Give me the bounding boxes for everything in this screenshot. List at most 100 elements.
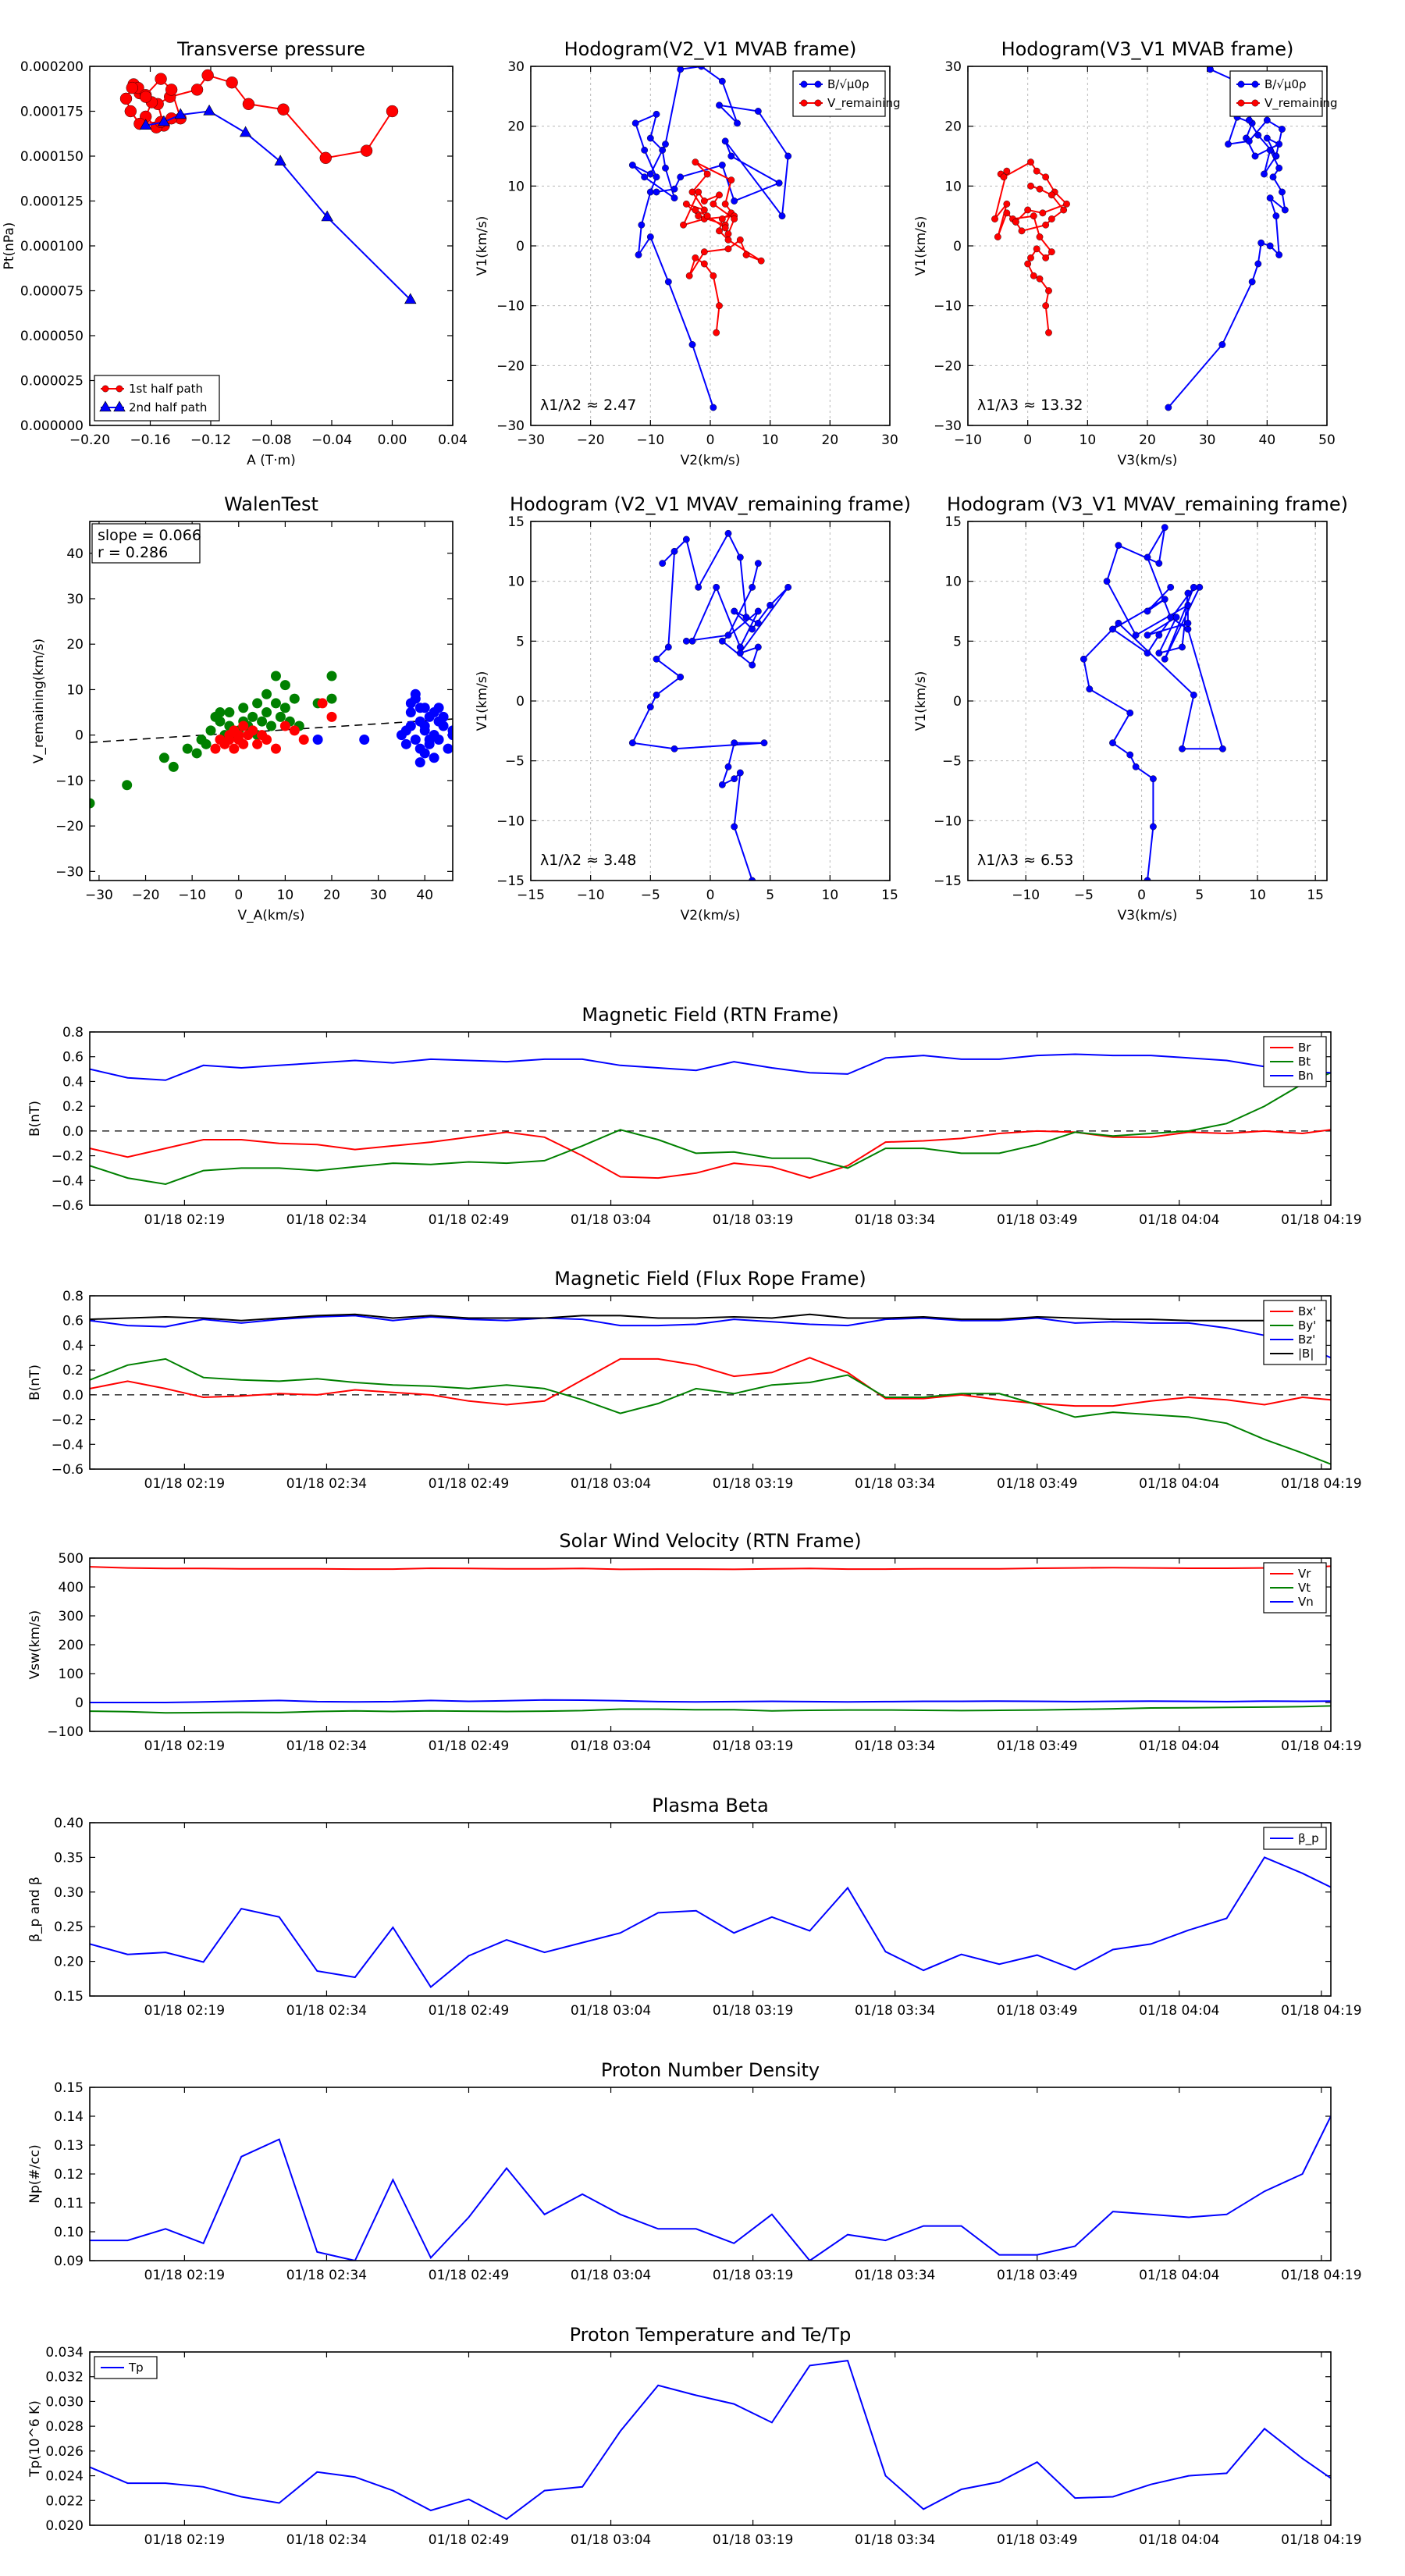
series-line-Bn: [90, 1053, 1331, 1081]
data-point: [1263, 134, 1271, 142]
data-point: [1144, 632, 1151, 639]
x-tick-label: 5: [766, 888, 774, 903]
y-tick-label: 0.2: [62, 1363, 84, 1379]
legend-label: Vt: [1298, 1581, 1311, 1595]
annotation-line: r = 0.286: [98, 544, 168, 561]
y-tick-label: 0: [953, 239, 962, 254]
data-point: [727, 152, 735, 160]
data-point: [731, 739, 738, 747]
data-point: [718, 781, 726, 788]
scatter-point-blue: [419, 748, 430, 759]
plot-area: [628, 66, 792, 411]
y-tick-label: −20: [55, 819, 84, 834]
axes-frame: [530, 66, 891, 426]
chart-hodogram_v2v1_mvab: Hodogram(V2_V1 MVAB frame) −30 −20 −10 0 10 20…: [475, 38, 901, 468]
legend-marker: [814, 80, 822, 88]
data-point: [1039, 209, 1047, 217]
scatter-point-red: [224, 734, 235, 745]
scatter-point-red: [252, 738, 263, 749]
x-tick-label: 01/18 04:19: [1281, 1738, 1361, 1754]
x-tick-label: −30: [85, 888, 113, 903]
data-point: [682, 200, 690, 208]
data-point: [721, 224, 729, 232]
x-tick-label: 0: [706, 432, 715, 448]
scatter-point-red: [247, 725, 258, 736]
data-point: [242, 98, 255, 111]
scatter-point-blue: [405, 698, 416, 709]
legend-marker: [800, 99, 808, 107]
y-tick-label: 30: [66, 592, 84, 607]
x-tick-label: 01/18 04:19: [1281, 2268, 1361, 2283]
data-point: [1275, 251, 1283, 258]
data-point: [1063, 200, 1070, 208]
x-tick-label: −20: [132, 888, 160, 903]
data-point: [731, 823, 738, 831]
y-tick-label: −0.6: [52, 1198, 84, 1214]
x-tick-label: 01/18 04:04: [1139, 2003, 1219, 2019]
legend-label: Bt: [1298, 1055, 1311, 1069]
data-point: [126, 81, 138, 94]
x-tick-label: −5: [1074, 888, 1094, 903]
x-tick-label: 01/18 03:49: [997, 2268, 1077, 2283]
y-tick-label: −0.4: [52, 1437, 84, 1453]
y-tick-label: 0.09: [54, 2254, 84, 2269]
scatter-point-blue: [414, 757, 425, 768]
series-line-Tp: [90, 2360, 1331, 2521]
data-point: [404, 293, 417, 304]
y-tick-label: 40: [66, 546, 84, 562]
x-tick-label: −0.20: [69, 432, 110, 448]
scatter-point-blue: [312, 734, 323, 745]
data-point: [731, 775, 738, 783]
data-point: [1184, 619, 1192, 627]
data-point: [736, 643, 744, 651]
y-tick-label: 0.13: [54, 2138, 84, 2154]
y-tick-label: 0.20: [54, 1955, 84, 1970]
x-tick-label: 01/18 03:49: [997, 2003, 1077, 2019]
scatter-point-blue: [447, 725, 453, 736]
data-point: [754, 108, 762, 115]
data-point: [736, 236, 744, 244]
y-tick-label: 0.15: [54, 2080, 84, 2096]
scatter-point-green: [326, 671, 337, 681]
y-tick-label: −5: [942, 754, 962, 770]
scatter-point-green: [191, 748, 202, 759]
scatter-point-green: [279, 680, 290, 691]
chart-title: Solar Wind Velocity (RTN Frame): [559, 1530, 861, 1552]
axes-frame: [89, 1295, 1332, 1470]
data-point: [321, 210, 333, 222]
x-tick-label: 01/18 04:04: [1139, 2268, 1219, 2283]
y-tick-label: 0.024: [45, 2469, 84, 2485]
legend-label: By': [1298, 1318, 1316, 1332]
data-point: [727, 176, 735, 184]
y-tick-label: −20: [934, 358, 962, 374]
x-tick-label: 10: [1080, 432, 1097, 448]
data-point: [1275, 141, 1283, 148]
y-tick-label: 10: [944, 575, 962, 590]
data-point: [1000, 173, 1008, 181]
y-tick-label: 0.000075: [20, 284, 84, 300]
data-point: [190, 84, 204, 96]
data-point: [1190, 583, 1197, 591]
chart-solar_wind: Solar Wind Velocity (RTN Frame) 01/18 02:…: [27, 1530, 1362, 1754]
data-point: [718, 77, 726, 85]
scatter-point-green: [270, 671, 281, 681]
data-point: [760, 739, 768, 747]
x-tick-label: 30: [1199, 432, 1216, 448]
x-tick-label: 01/18 02:19: [144, 1738, 225, 1754]
data-point: [1161, 596, 1168, 603]
y-tick-label: 200: [59, 1638, 84, 1653]
x-tick-label: −5: [641, 888, 660, 903]
data-point: [1248, 278, 1256, 286]
data-point: [1144, 607, 1151, 615]
data-point: [734, 119, 741, 127]
scatter-point-blue: [400, 725, 411, 736]
y-tick-label: 0.35: [54, 1850, 84, 1866]
y-axis-label: V1(km/s): [475, 216, 490, 276]
data-point: [1018, 227, 1026, 235]
series-line-p: [90, 1856, 1331, 1988]
x-axis-label: V_A(km/s): [237, 908, 304, 923]
data-point: [1003, 167, 1011, 175]
data-point: [1045, 329, 1052, 336]
data-point: [994, 233, 1001, 240]
data-point: [724, 763, 732, 770]
